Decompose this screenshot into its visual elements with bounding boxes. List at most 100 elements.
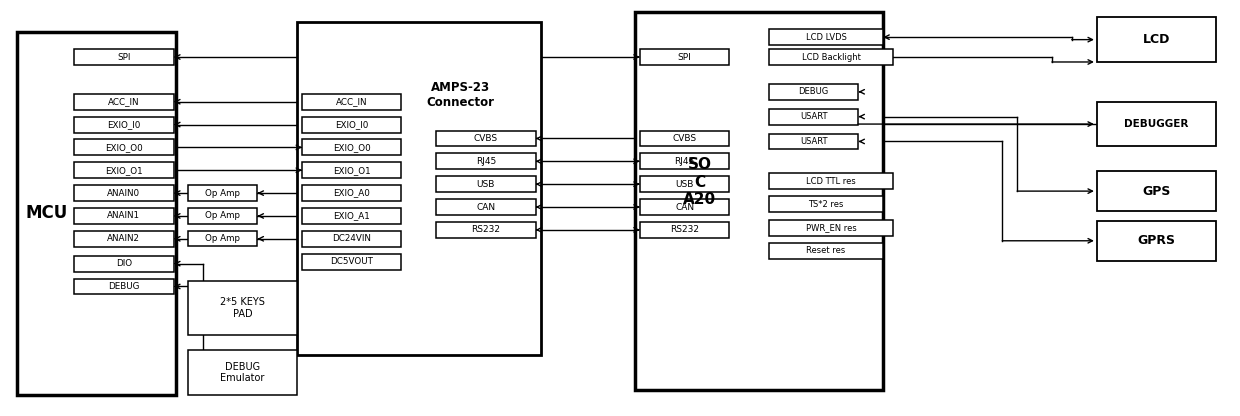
Bar <box>635 12 883 390</box>
Bar <box>769 220 893 236</box>
Bar <box>769 243 883 259</box>
Text: USB: USB <box>476 180 495 189</box>
Text: EXIO_I0: EXIO_I0 <box>107 120 140 129</box>
Bar <box>769 49 893 65</box>
Text: EXIO_O1: EXIO_O1 <box>105 166 143 175</box>
Bar <box>73 231 174 247</box>
Bar <box>640 154 729 169</box>
Text: ANAIN2: ANAIN2 <box>108 234 140 243</box>
Text: ACC_IN: ACC_IN <box>108 97 140 106</box>
Text: RJ45: RJ45 <box>476 157 496 166</box>
Bar <box>188 186 258 201</box>
Bar <box>73 185 174 201</box>
Bar <box>436 154 536 169</box>
Bar <box>769 109 858 124</box>
Bar <box>436 199 536 215</box>
Text: EXIO_A1: EXIO_A1 <box>334 211 371 220</box>
Bar <box>640 222 729 238</box>
Text: Op Amp: Op Amp <box>205 211 241 220</box>
Text: RS232: RS232 <box>471 225 501 234</box>
Text: EXIO_I0: EXIO_I0 <box>335 120 368 129</box>
Text: SO
C
A20: SO C A20 <box>683 157 715 207</box>
Text: DC24VIN: DC24VIN <box>332 234 371 243</box>
Text: USART: USART <box>800 112 827 121</box>
Text: AMPS-23
Connector: AMPS-23 Connector <box>427 82 495 109</box>
Text: PWR_EN res: PWR_EN res <box>806 223 857 233</box>
Bar <box>769 84 858 100</box>
Text: LCD LVDS: LCD LVDS <box>806 32 847 42</box>
Text: ACC_IN: ACC_IN <box>336 97 367 106</box>
Text: LCD TTL res: LCD TTL res <box>806 177 856 186</box>
Bar <box>1097 17 1216 62</box>
Text: TS*2 res: TS*2 res <box>808 200 843 208</box>
Bar <box>303 254 402 270</box>
Text: Reset res: Reset res <box>806 246 846 255</box>
Bar <box>640 199 729 215</box>
Text: SPI: SPI <box>678 52 692 62</box>
Text: LCD: LCD <box>1143 33 1171 46</box>
Bar <box>640 176 729 192</box>
Bar <box>769 29 883 45</box>
Bar <box>769 134 858 149</box>
Bar <box>73 256 174 272</box>
Bar <box>436 131 536 146</box>
Text: MCU: MCU <box>26 204 68 223</box>
Text: EXIO_O0: EXIO_O0 <box>105 143 143 152</box>
Text: CVBS: CVBS <box>474 134 498 143</box>
Text: EXIO_O1: EXIO_O1 <box>334 166 371 175</box>
Text: ANAIN0: ANAIN0 <box>108 188 140 198</box>
Bar <box>188 208 258 224</box>
Text: GPS: GPS <box>1142 185 1171 198</box>
Bar <box>303 162 402 178</box>
Text: Op Amp: Op Amp <box>205 234 241 243</box>
Text: 2*5 KEYS
PAD: 2*5 KEYS PAD <box>219 297 265 319</box>
Text: Op Amp: Op Amp <box>205 188 241 198</box>
Bar <box>188 280 298 335</box>
Text: SPI: SPI <box>117 52 130 62</box>
Bar <box>188 231 258 247</box>
Text: DEBUGGER: DEBUGGER <box>1125 119 1189 129</box>
Bar <box>73 208 174 224</box>
Text: DEBUG: DEBUG <box>799 87 828 96</box>
Text: EXIO_O0: EXIO_O0 <box>332 143 371 152</box>
Text: DC5VOUT: DC5VOUT <box>330 257 373 266</box>
Text: DEBUG: DEBUG <box>108 282 140 291</box>
Text: ANAIN1: ANAIN1 <box>108 211 140 220</box>
Bar <box>769 173 893 189</box>
Bar <box>73 139 174 155</box>
Bar <box>298 22 541 355</box>
Bar <box>1097 221 1216 261</box>
Text: EXIO_A0: EXIO_A0 <box>334 188 371 198</box>
Bar <box>188 350 298 395</box>
Text: CVBS: CVBS <box>672 134 697 143</box>
Text: USB: USB <box>676 180 693 189</box>
Bar <box>73 279 174 295</box>
Bar <box>73 94 174 110</box>
Bar <box>436 222 536 238</box>
Bar <box>1097 102 1216 146</box>
Bar <box>73 116 174 133</box>
Bar <box>73 49 174 65</box>
Bar <box>17 32 176 395</box>
Bar <box>640 49 729 65</box>
Text: CAN: CAN <box>675 203 694 211</box>
Text: CAN: CAN <box>476 203 496 211</box>
Text: USART: USART <box>800 137 827 146</box>
Bar <box>303 116 402 133</box>
Bar <box>769 196 883 212</box>
Text: RJ45: RJ45 <box>675 157 694 166</box>
Bar <box>436 176 536 192</box>
Bar <box>303 208 402 224</box>
Bar <box>303 139 402 155</box>
Text: GPRS: GPRS <box>1137 234 1176 247</box>
Bar <box>303 231 402 247</box>
Text: LCD Backlight: LCD Backlight <box>801 52 861 62</box>
Bar <box>73 162 174 178</box>
Bar <box>303 185 402 201</box>
Text: DEBUG
Emulator: DEBUG Emulator <box>221 362 264 383</box>
Bar <box>640 131 729 146</box>
Text: DIO: DIO <box>115 259 131 268</box>
Bar <box>303 94 402 110</box>
Bar <box>1097 171 1216 211</box>
Text: RS232: RS232 <box>670 225 699 234</box>
